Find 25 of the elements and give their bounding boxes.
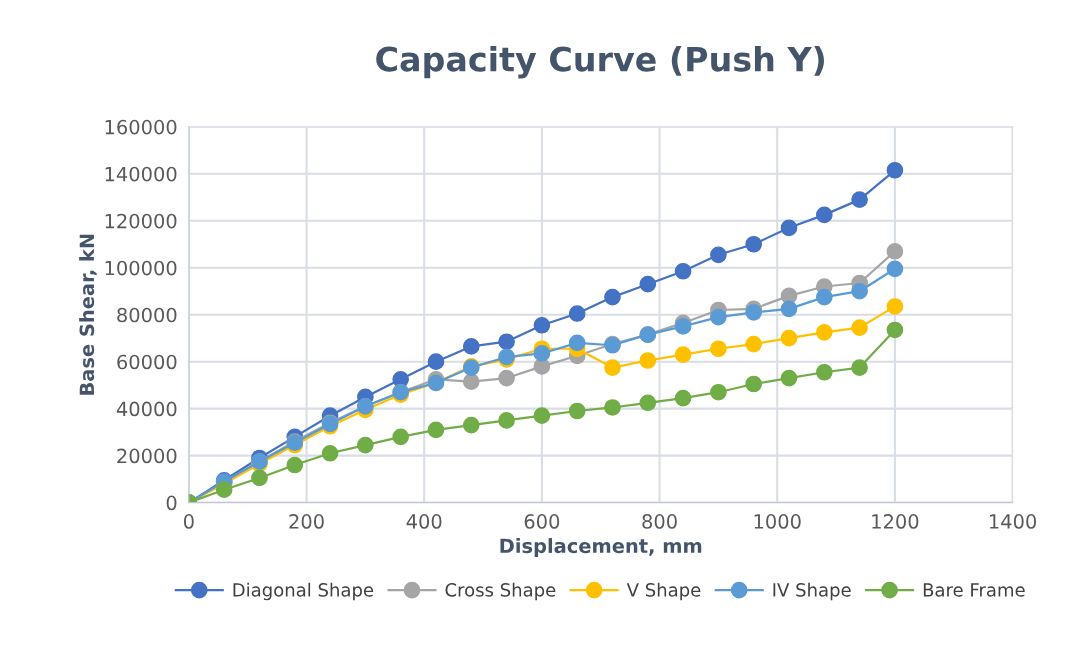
y-tick-label: 160000 [105,119,177,135]
y-tick-label: 140000 [105,166,177,182]
x-tick-label: 400 [406,514,442,529]
legend-label: Bare Frame [923,583,1025,597]
x-tick-label: 1000 [754,514,801,529]
x-tick-label: 200 [289,514,324,529]
x-tick-label: 0 [183,514,194,529]
y-tick-label: 40000 [116,401,177,417]
y-tick-label: 60000 [117,354,177,370]
legend-label: Diagonal Shape [233,582,374,601]
x-tick-label: 800 [642,514,677,529]
legend-label: IV Shape [773,582,851,601]
x-tick-label: 1400 [989,514,1037,529]
legend-label: Cross Shape [445,582,556,601]
y-tick-label: 0 [166,495,177,511]
x-tick-label: 1200 [872,514,919,529]
y-tick-label: 80000 [117,307,177,323]
legend-label: V Shape [626,582,701,601]
x-tick-label: 600 [524,514,560,529]
y-tick-label: 120000 [105,213,177,229]
y-tick-label: 20000 [117,448,177,464]
y-tick-label: 100000 [105,260,177,276]
chart-title: Capacity Curve (Push Y) [376,45,824,79]
x-axis-title: Displacement, mm [500,538,702,557]
y-axis-title: Base Shear, kN [79,234,97,395]
